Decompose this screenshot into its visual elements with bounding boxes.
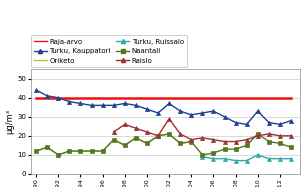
Legend: Raja-arvo, Turku, Kauppatori, Oriketo, Turku, Ruissalo, Naantali, Raisio: Raja-arvo, Turku, Kauppatori, Oriketo, T…	[31, 35, 187, 67]
Y-axis label: μg/m³: μg/m³	[6, 109, 15, 134]
